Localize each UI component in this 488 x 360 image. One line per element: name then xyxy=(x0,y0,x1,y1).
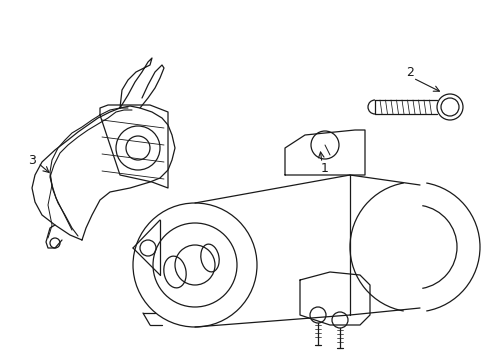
Text: 3: 3 xyxy=(28,153,36,166)
Text: 1: 1 xyxy=(321,162,328,175)
Text: 2: 2 xyxy=(405,66,413,78)
